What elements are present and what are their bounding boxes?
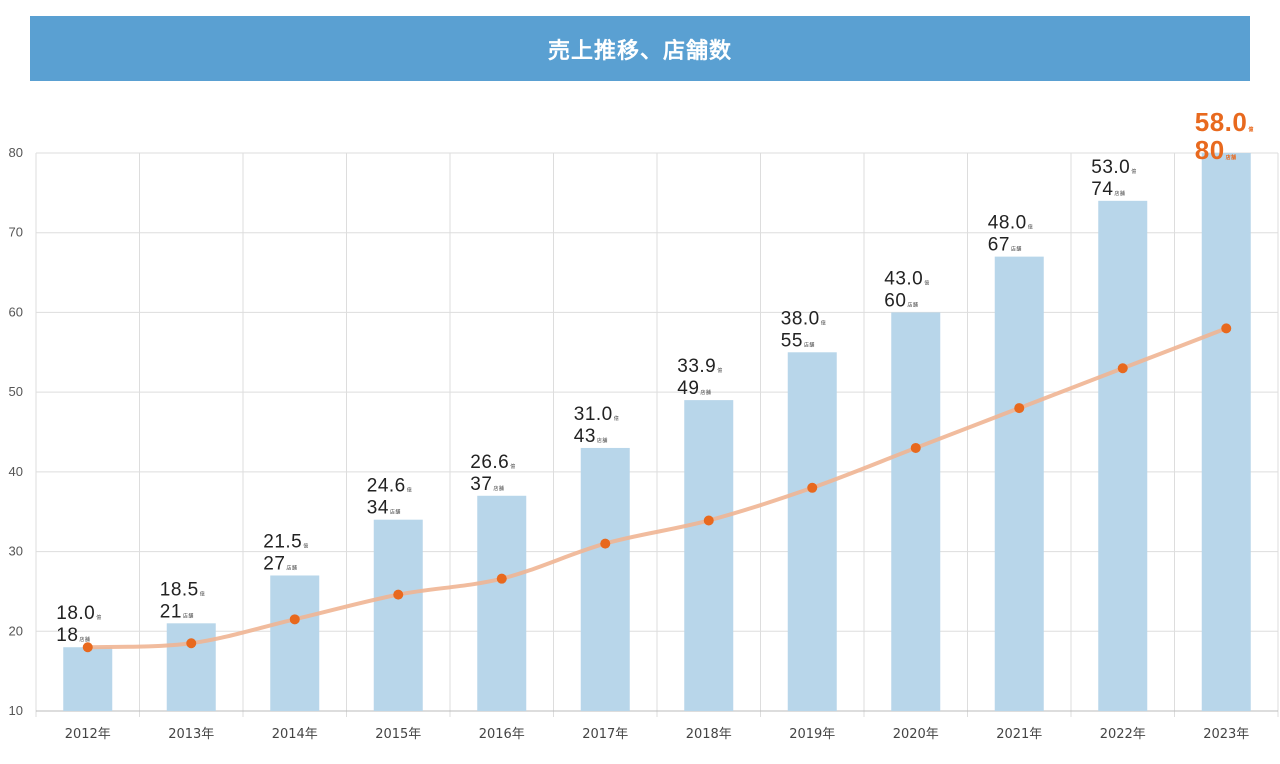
sales-data-label: 43.0億: [884, 268, 930, 289]
y-tick-label: 50: [9, 384, 23, 399]
store-data-label: 60店舗: [884, 290, 918, 311]
store-data-label: 37店舗: [470, 474, 504, 495]
sales-data-label: 33.9億: [677, 356, 723, 377]
x-tick-label: 2023年: [1203, 727, 1249, 742]
sales-data-label: 24.6億: [367, 476, 413, 497]
sales-data-label: 38.0億: [781, 308, 827, 329]
x-tick-label: 2012年: [65, 727, 111, 742]
sales-point: [186, 638, 197, 649]
chart-title: 売上推移、店舗数: [547, 38, 732, 64]
sales-point: [1014, 403, 1025, 414]
sales-point: [496, 573, 507, 584]
sales-point: [1117, 363, 1128, 374]
bar: [684, 400, 734, 711]
bar: [787, 352, 837, 711]
bar: [580, 447, 630, 711]
y-tick-label: 30: [9, 544, 23, 559]
bar: [1201, 153, 1251, 711]
x-tick-label: 2019年: [789, 727, 835, 742]
bar: [1098, 200, 1148, 712]
sales-data-label: 58.0億: [1195, 107, 1254, 137]
bar: [63, 647, 113, 711]
x-tick-label: 2015年: [375, 727, 421, 742]
y-tick-label: 80: [9, 145, 23, 160]
x-tick-label: 2022年: [1100, 727, 1146, 742]
sales-data-label: 26.6億: [470, 452, 516, 473]
bar: [270, 575, 320, 711]
x-tick-label: 2014年: [272, 727, 318, 742]
store-data-label: 80店舗: [1195, 135, 1237, 165]
bar: [891, 312, 941, 711]
sales-line: [85, 326, 1229, 650]
sales-data-label: 18.0億: [56, 603, 102, 624]
y-tick-label: 10: [9, 703, 23, 718]
sales-point: [703, 515, 714, 526]
sales-data-label: 53.0億: [1091, 157, 1137, 178]
x-tick-label: 2017年: [582, 727, 628, 742]
bar: [994, 256, 1044, 711]
sales-point: [289, 614, 300, 625]
store-data-label: 49店舗: [677, 378, 711, 399]
store-data-label: 55店舗: [781, 330, 815, 351]
y-tick-label: 60: [9, 304, 23, 319]
x-tick-label: 2016年: [479, 727, 525, 742]
store-data-label: 21店舗: [160, 601, 194, 622]
store-data-label: 27店舗: [263, 553, 297, 574]
bar: [373, 519, 423, 711]
store-data-label: 74店舗: [1091, 179, 1125, 200]
x-tick-label: 2013年: [168, 727, 214, 742]
sales-data-label: 48.0億: [988, 213, 1034, 234]
sales-point: [1221, 323, 1232, 334]
store-data-label: 18店舗: [56, 625, 90, 646]
sales-data-label: 21.5億: [263, 531, 309, 552]
bar: [166, 623, 216, 711]
sales-point: [910, 442, 921, 453]
store-data-label: 67店舗: [988, 235, 1022, 256]
y-tick-label: 40: [9, 464, 23, 479]
chart-title-banner: 売上推移、店舗数: [30, 16, 1250, 81]
x-tick-label: 2020年: [893, 727, 939, 742]
bar: [477, 495, 527, 711]
sales-point: [82, 642, 93, 653]
store-data-label: 34店舗: [367, 498, 401, 519]
store-data-label: 43店舗: [574, 426, 608, 447]
sales-point: [600, 538, 611, 549]
sales-data-label: 18.5億: [160, 579, 206, 600]
sales-point: [393, 589, 404, 600]
sales-point: [807, 482, 818, 493]
sales-data-label: 31.0億: [574, 404, 620, 425]
y-tick-label: 70: [9, 225, 23, 240]
x-tick-label: 2021年: [996, 727, 1042, 742]
y-tick-label: 20: [9, 623, 23, 638]
x-tick-label: 2018年: [686, 727, 732, 742]
